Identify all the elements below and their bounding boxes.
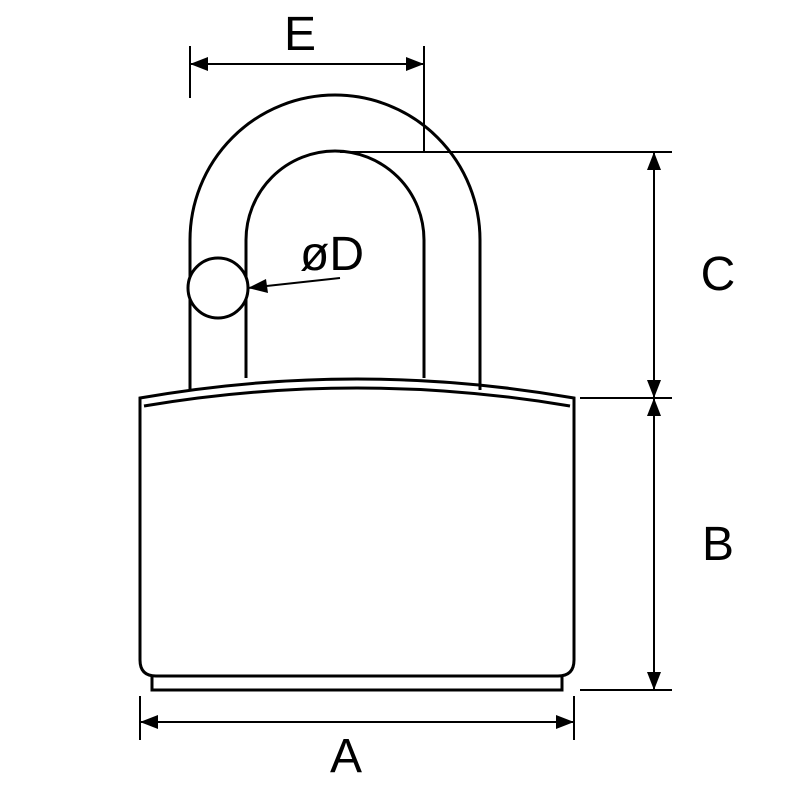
dimension-C: C	[340, 152, 735, 398]
label-A: A	[330, 730, 362, 783]
dimension-D: øD	[248, 228, 364, 293]
dimension-A: A	[140, 696, 574, 783]
dimension-B: B	[580, 398, 734, 690]
label-D: øD	[300, 228, 364, 281]
shackle-section-circle	[188, 258, 248, 318]
padlock-body	[140, 379, 574, 690]
label-B: B	[702, 518, 734, 571]
padlock-diagram: A E B C øD	[0, 0, 800, 800]
label-E: E	[284, 8, 316, 61]
label-C: C	[701, 248, 736, 301]
dimension-E: E	[190, 8, 424, 152]
